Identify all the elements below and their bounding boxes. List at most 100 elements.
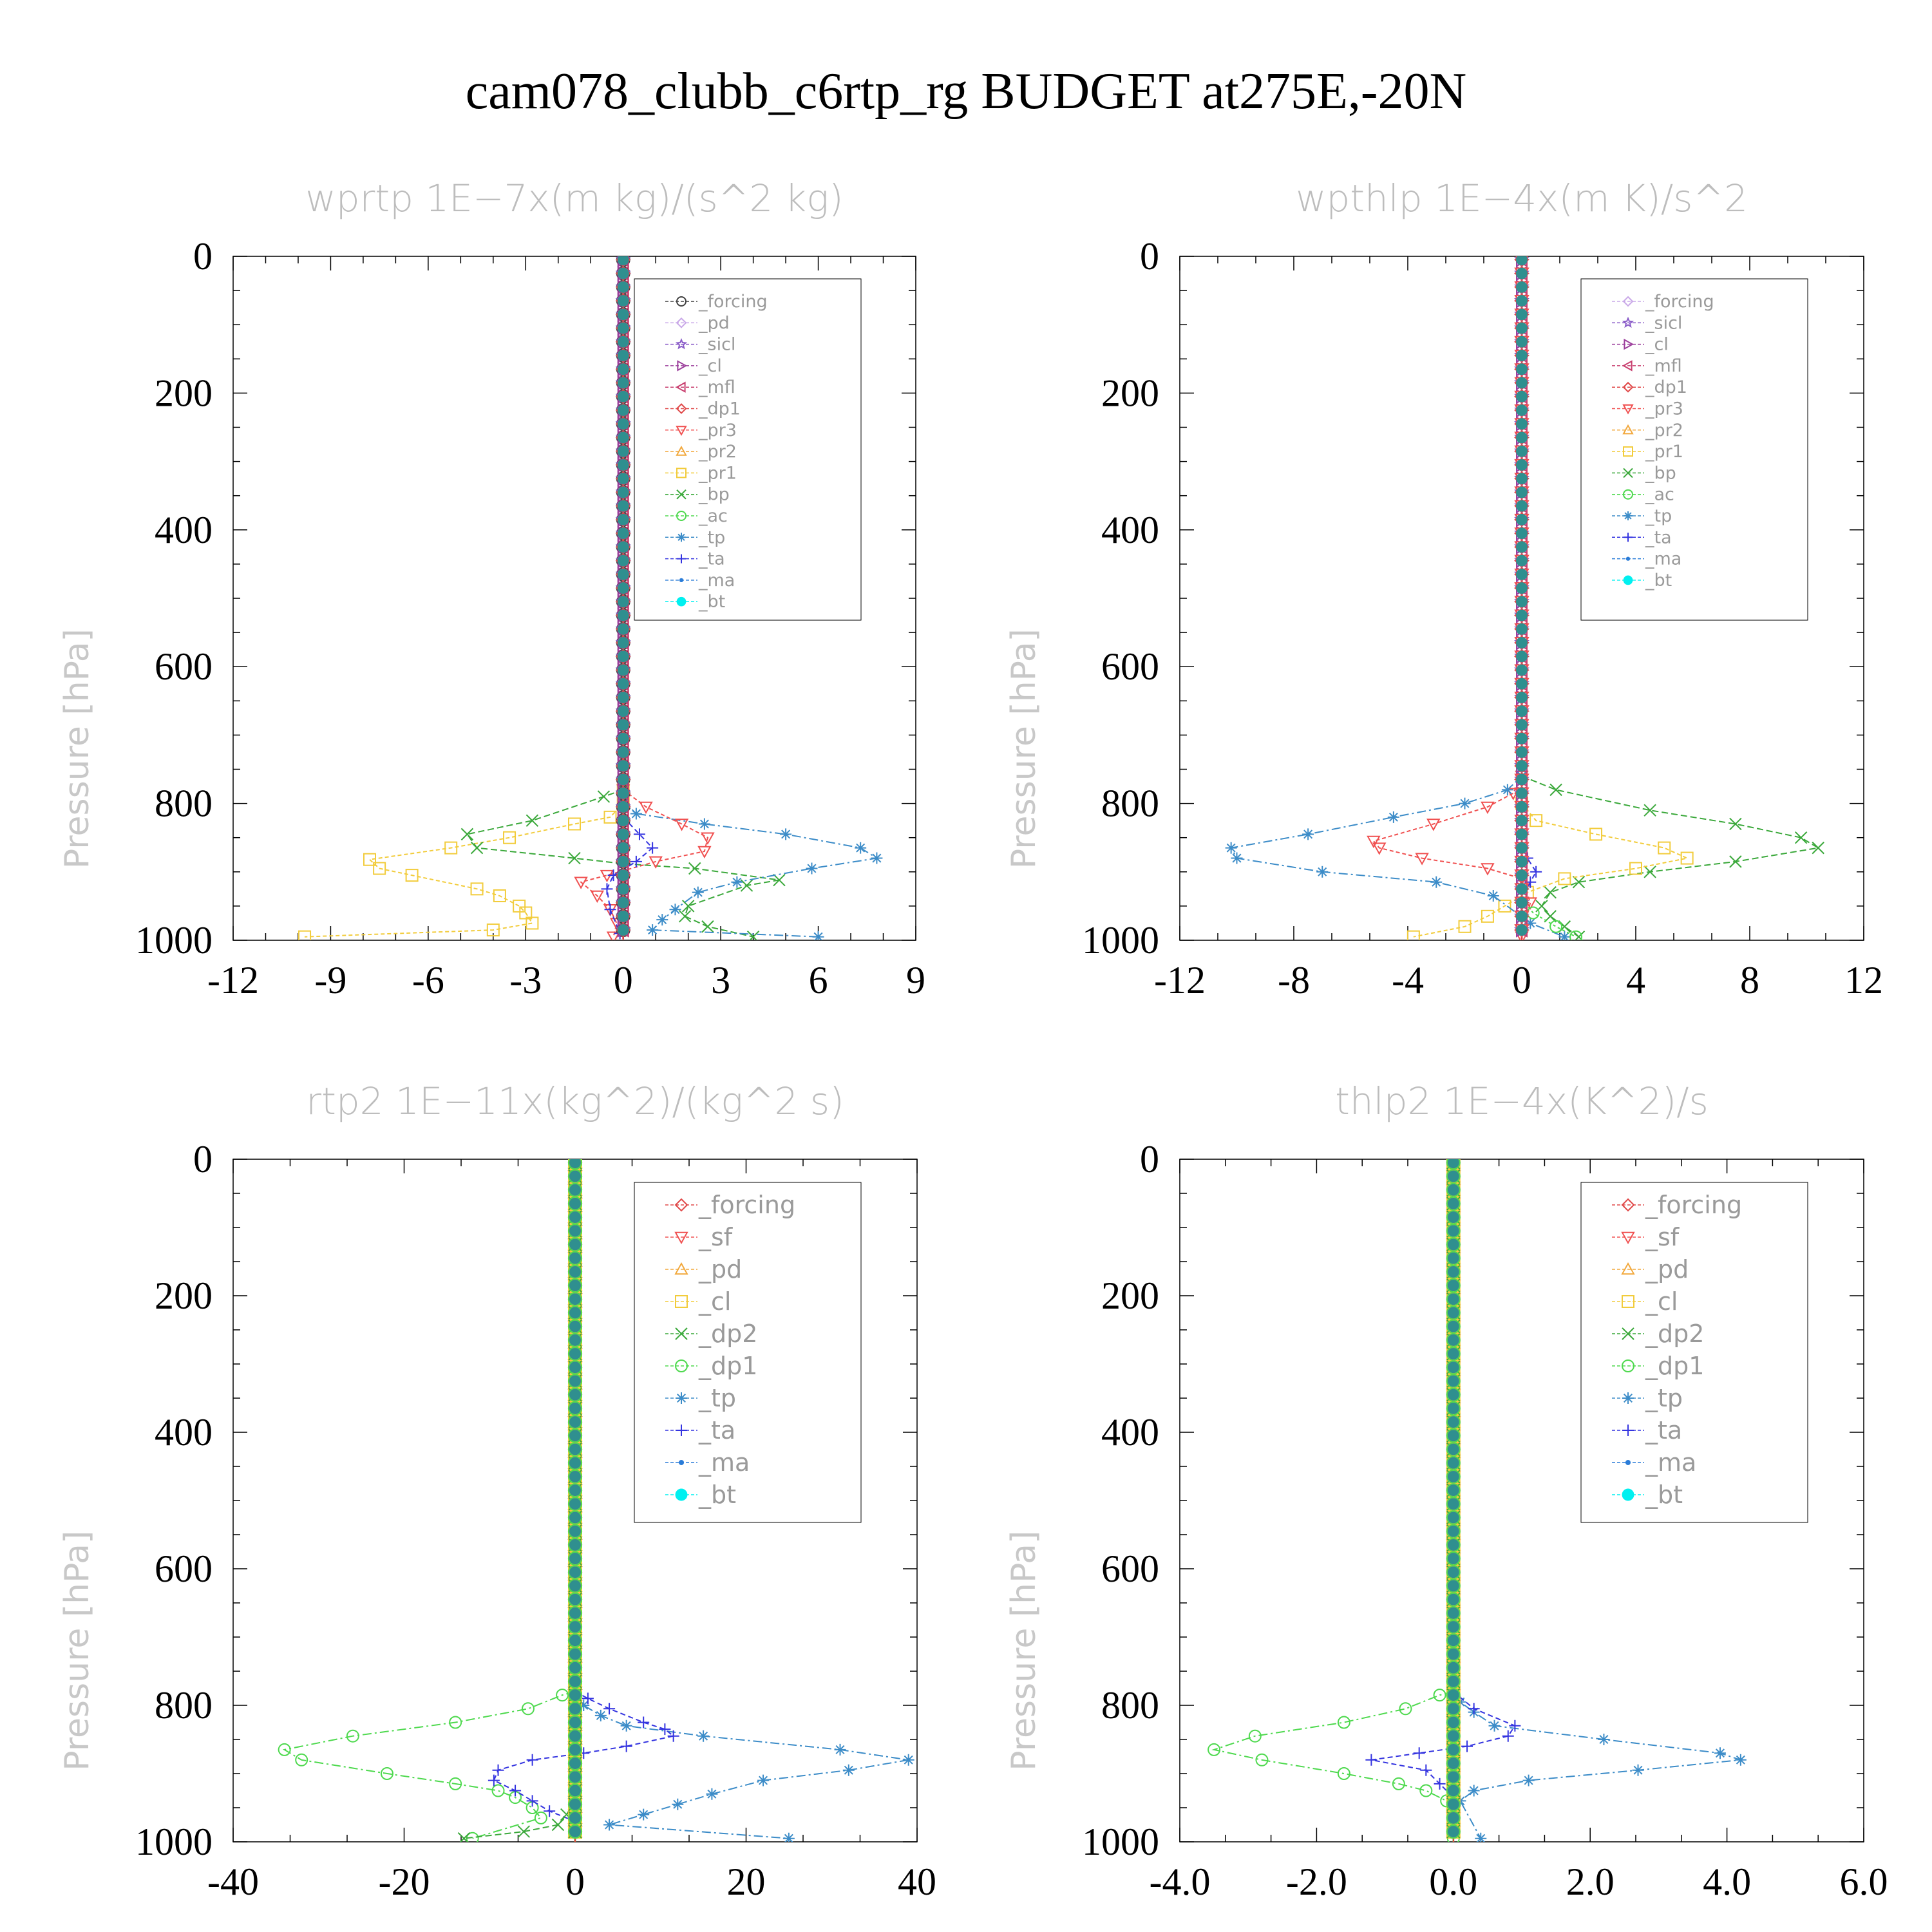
plot-area bbox=[298, 256, 883, 940]
data-point bbox=[697, 1730, 710, 1742]
legend-label: _dp1 bbox=[698, 1352, 757, 1380]
data-point bbox=[604, 904, 616, 916]
legend-item-ac: _ac bbox=[665, 506, 728, 526]
zero-marker bbox=[1516, 773, 1528, 786]
zero-marker bbox=[569, 1730, 581, 1742]
series-line bbox=[282, 1690, 576, 1839]
x-tick-label: 12 bbox=[1844, 959, 1883, 1001]
legend: _forcing _sf _pd _cl _dp2 _dp1 _tp _ta _ma _bt bbox=[634, 1182, 862, 1523]
data-point bbox=[1487, 889, 1499, 902]
data-point bbox=[449, 1716, 462, 1729]
x-tick-label: 8 bbox=[1740, 959, 1759, 1001]
data-point bbox=[1399, 1702, 1412, 1716]
legend-item-ac: _ac bbox=[1612, 485, 1674, 505]
legend-item-pd: _pd bbox=[665, 313, 730, 333]
y-tick-label: 400 bbox=[155, 1411, 213, 1454]
zero-marker bbox=[569, 1416, 581, 1428]
zero-marker bbox=[569, 1388, 581, 1401]
data-point bbox=[1569, 930, 1583, 940]
data-point bbox=[630, 808, 642, 820]
zero-marker bbox=[1516, 869, 1528, 882]
zero-marker bbox=[1516, 705, 1528, 717]
zero-marker bbox=[1447, 1566, 1459, 1578]
legend-label: _dp1 bbox=[1645, 377, 1687, 397]
data-point bbox=[1302, 828, 1314, 840]
zero-marker bbox=[569, 1580, 581, 1592]
legend-item-pr1: _pr1 bbox=[665, 463, 737, 483]
zero-marker bbox=[1516, 910, 1528, 922]
legend-label: _ma bbox=[698, 1448, 750, 1477]
data-point bbox=[740, 879, 753, 892]
data-point bbox=[902, 1754, 914, 1766]
zero-marker bbox=[1516, 828, 1528, 840]
zero-marker bbox=[1516, 418, 1528, 430]
legend-item-ma: _ma bbox=[1612, 549, 1681, 569]
data-point bbox=[444, 841, 458, 855]
series-tp bbox=[617, 797, 883, 940]
data-point bbox=[871, 852, 883, 864]
legend-marker bbox=[1622, 381, 1634, 393]
zero-marker bbox=[569, 1430, 581, 1442]
legend-label: _forcing bbox=[698, 1191, 795, 1219]
x-tick-label: 6 bbox=[809, 959, 828, 1001]
zero-marker bbox=[1516, 390, 1528, 402]
data-point bbox=[667, 1730, 679, 1742]
zero-marker bbox=[617, 637, 629, 649]
zero-marker bbox=[1447, 1634, 1459, 1647]
zero-marker bbox=[1516, 445, 1528, 457]
data-point bbox=[1524, 917, 1537, 929]
zero-marker bbox=[1447, 1580, 1459, 1592]
legend-label: _tp bbox=[698, 527, 725, 547]
zero-profile-stack bbox=[615, 256, 631, 940]
legend-marker bbox=[1622, 404, 1634, 415]
data-point bbox=[1337, 1767, 1350, 1780]
zero-marker bbox=[569, 1280, 581, 1292]
data-point bbox=[1415, 853, 1429, 866]
zero-marker bbox=[617, 431, 629, 444]
data-point bbox=[698, 818, 710, 830]
zero-marker bbox=[569, 1348, 581, 1360]
data-point bbox=[457, 1832, 471, 1842]
x-tick-label: -8 bbox=[1278, 959, 1310, 1001]
legend-item-forcing: _forcing bbox=[1612, 1191, 1742, 1219]
legend-marker bbox=[674, 1262, 688, 1275]
data-point bbox=[590, 890, 605, 904]
legend-marker bbox=[674, 1231, 688, 1245]
data-point bbox=[842, 1764, 855, 1776]
zero-marker bbox=[569, 1798, 581, 1810]
y-tick-label: 400 bbox=[1101, 509, 1159, 551]
legend-label: _dp1 bbox=[698, 399, 741, 419]
zero-marker bbox=[1516, 883, 1528, 895]
zero-marker bbox=[1516, 664, 1528, 676]
zero-marker bbox=[569, 1361, 581, 1374]
zero-marker bbox=[569, 1539, 581, 1551]
data-point bbox=[1387, 811, 1399, 823]
zero-profile-stack bbox=[567, 1159, 583, 1842]
zero-marker bbox=[617, 267, 629, 279]
zero-marker bbox=[1447, 1184, 1459, 1196]
data-point bbox=[568, 851, 581, 865]
data-point bbox=[1632, 1764, 1644, 1776]
series-line bbox=[493, 1690, 675, 1823]
zero-marker bbox=[1447, 1388, 1459, 1401]
legend-label: _forcing bbox=[1645, 292, 1714, 312]
zero-marker bbox=[1447, 1211, 1459, 1224]
legend-item-cl: _cl bbox=[665, 1287, 731, 1316]
zero-marker bbox=[1516, 554, 1528, 567]
legend-marker bbox=[1622, 1327, 1634, 1340]
data-point bbox=[1714, 1747, 1726, 1759]
legend-item-mfl: _mfl bbox=[665, 377, 735, 397]
legend-label: _cl bbox=[698, 356, 722, 376]
data-point bbox=[639, 801, 653, 814]
data-point bbox=[503, 831, 516, 844]
legend-item-ta: _ta bbox=[665, 549, 725, 569]
legend-label: _cl bbox=[1645, 335, 1669, 355]
legend-label: _cl bbox=[1645, 1287, 1678, 1316]
series-line bbox=[1371, 1691, 1516, 1798]
legend-label: _pd bbox=[698, 313, 730, 333]
data-point bbox=[449, 1777, 462, 1790]
legend-label: _ac bbox=[698, 506, 728, 526]
y-tick-label: 200 bbox=[155, 372, 213, 414]
zero-marker bbox=[569, 1265, 581, 1278]
zero-marker bbox=[617, 760, 629, 772]
